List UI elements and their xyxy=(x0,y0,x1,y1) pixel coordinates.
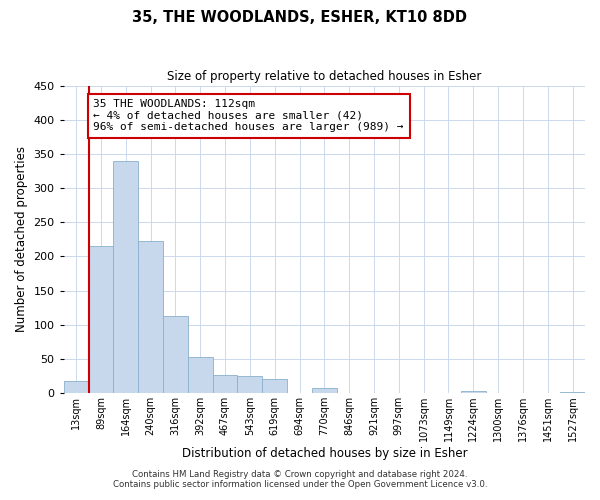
Text: 35, THE WOODLANDS, ESHER, KT10 8DD: 35, THE WOODLANDS, ESHER, KT10 8DD xyxy=(133,10,467,25)
Bar xyxy=(163,316,188,393)
Bar xyxy=(262,380,287,393)
Bar xyxy=(113,160,138,393)
Bar xyxy=(461,391,486,393)
Bar xyxy=(64,380,89,393)
Bar xyxy=(138,242,163,393)
X-axis label: Distribution of detached houses by size in Esher: Distribution of detached houses by size … xyxy=(182,447,467,460)
Text: Contains HM Land Registry data © Crown copyright and database right 2024.
Contai: Contains HM Land Registry data © Crown c… xyxy=(113,470,487,489)
Text: 35 THE WOODLANDS: 112sqm
← 4% of detached houses are smaller (42)
96% of semi-de: 35 THE WOODLANDS: 112sqm ← 4% of detache… xyxy=(94,99,404,132)
Bar xyxy=(238,376,262,393)
Bar xyxy=(89,246,113,393)
Bar xyxy=(312,388,337,393)
Y-axis label: Number of detached properties: Number of detached properties xyxy=(15,146,28,332)
Bar xyxy=(188,357,212,393)
Title: Size of property relative to detached houses in Esher: Size of property relative to detached ho… xyxy=(167,70,482,83)
Bar xyxy=(560,392,585,393)
Bar xyxy=(212,376,238,393)
